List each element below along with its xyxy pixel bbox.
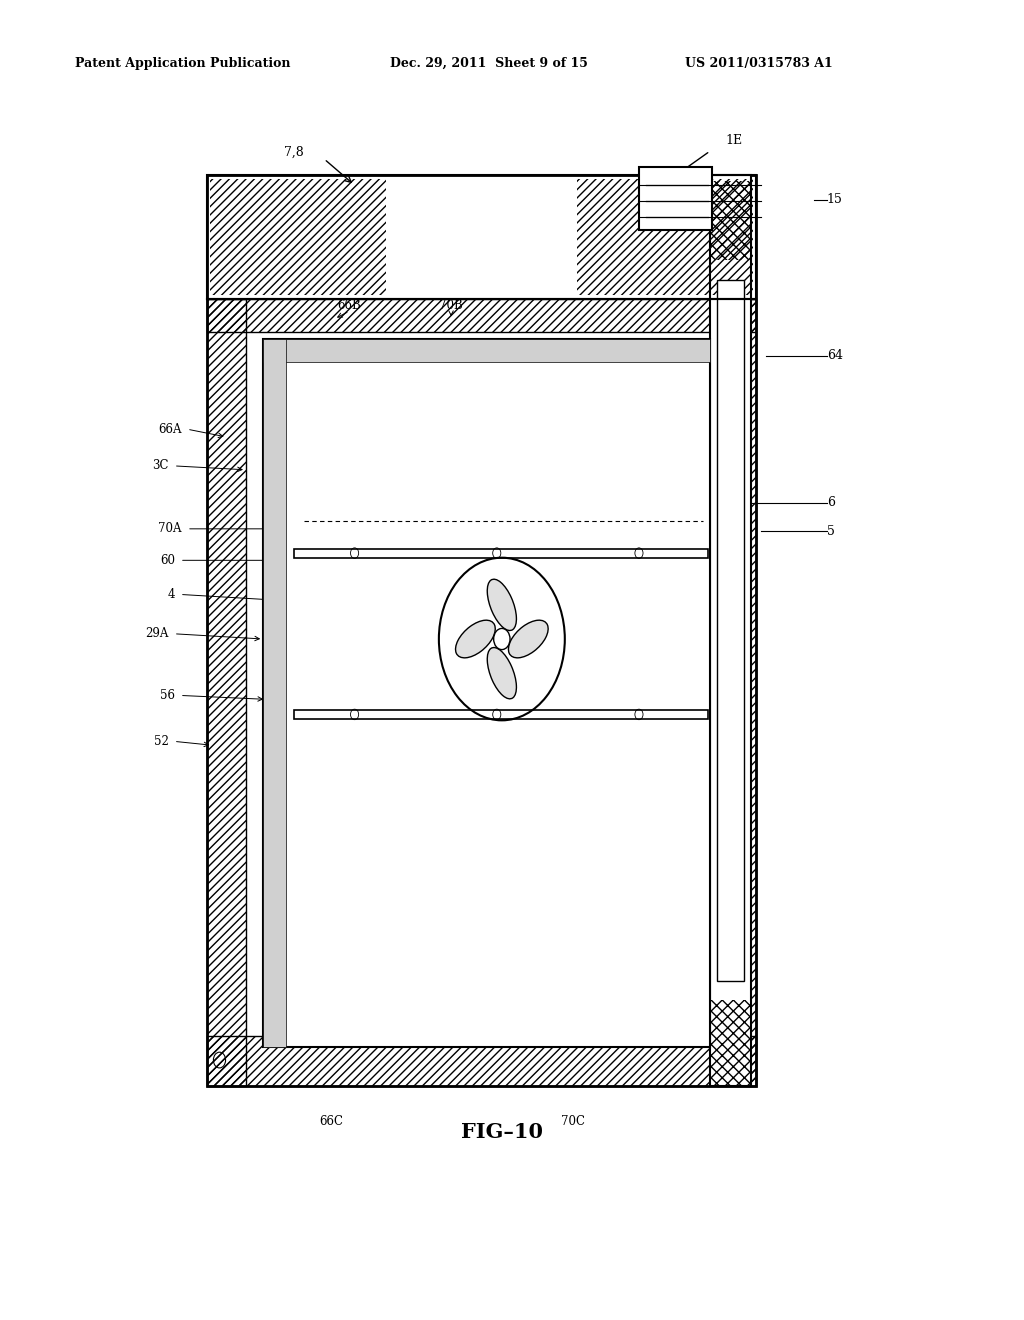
Text: 3C: 3C [153,459,169,473]
Text: FIG–10: FIG–10 [461,1122,543,1142]
Text: US 2011/0315783 A1: US 2011/0315783 A1 [685,57,833,70]
Ellipse shape [487,579,516,631]
Text: 64: 64 [826,350,843,362]
Ellipse shape [456,620,496,657]
Bar [207,174,756,300]
Text: 40: 40 [373,446,387,459]
Text: 70C: 70C [561,1115,585,1129]
Bar [711,999,750,1085]
Text: 23: 23 [609,560,625,572]
Bar [710,174,751,1086]
Bar [263,339,710,1047]
Bar [711,181,750,260]
Bar [639,166,712,230]
Text: 72A: 72A [297,583,321,597]
Bar [207,174,756,1086]
Text: 66B: 66B [338,300,361,313]
Text: 68C: 68C [465,746,488,758]
Text: 4: 4 [167,587,175,601]
Text: 6: 6 [826,496,835,510]
Bar [263,339,710,362]
Bar [717,280,743,981]
Bar [294,549,708,557]
Text: 7,8: 7,8 [284,147,304,158]
Text: 15: 15 [826,193,843,206]
Text: Dec. 29, 2011  Sheet 9 of 15: Dec. 29, 2011 Sheet 9 of 15 [390,57,588,70]
Circle shape [494,628,510,649]
Text: 70A: 70A [159,523,182,536]
Ellipse shape [509,620,548,657]
Text: 2: 2 [580,532,587,545]
Text: 5: 5 [826,525,835,539]
Text: A: A [612,659,621,669]
Bar [578,178,753,296]
Text: Patent Application Publication: Patent Application Publication [75,57,291,70]
Text: 68E: 68E [450,465,473,478]
Text: 56: 56 [160,689,175,702]
Ellipse shape [487,648,516,698]
Text: 72B: 72B [543,437,566,450]
Bar [210,178,386,296]
Bar [294,710,708,719]
Text: 58: 58 [303,722,318,735]
Text: 52: 52 [154,735,169,748]
Bar [207,300,756,333]
Text: 66C: 66C [319,1115,343,1129]
Bar [717,300,756,1086]
Text: 62: 62 [296,444,311,457]
Text: 70B: 70B [439,300,463,313]
Text: 29A: 29A [145,627,169,640]
Text: 2: 2 [585,696,592,709]
Bar [207,1036,756,1086]
Bar [263,339,286,1047]
Text: 66A: 66A [159,422,182,436]
Bar [207,300,246,1086]
Text: 68B: 68B [462,437,485,450]
Text: 1E: 1E [725,135,742,147]
Text: 68A: 68A [292,466,315,479]
Text: 40: 40 [362,611,377,624]
Text: 60: 60 [160,554,175,566]
Text: A: A [612,500,621,511]
